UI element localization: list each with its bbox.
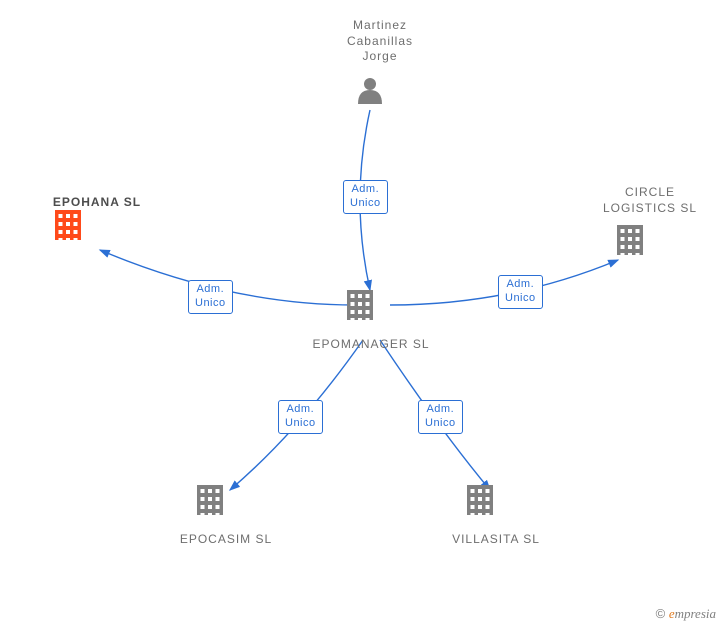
brand-rest: mpresia: [675, 606, 716, 621]
node-label-person_top: Martinez Cabanillas Jorge: [340, 18, 420, 65]
copyright-symbol: ©: [656, 606, 666, 621]
edge-label-4: Adm. Unico: [418, 400, 463, 434]
building-icon: [617, 225, 643, 257]
node-label-right: CIRCLE LOGISTICS SL: [590, 185, 710, 216]
node-label-bl: EPOCASIM SL: [166, 532, 286, 548]
footer-attribution: © empresia: [656, 606, 716, 622]
node-label-center: EPOMANAGER SL: [306, 337, 436, 353]
edge-label-1: Adm. Unico: [188, 280, 233, 314]
building-icon: [467, 485, 493, 517]
building-icon: [55, 210, 81, 242]
person-icon: [358, 78, 382, 104]
node-label-left: EPOHANA SL: [42, 195, 152, 211]
edge-label-0: Adm. Unico: [343, 180, 388, 214]
building-icon: [197, 485, 223, 517]
edge-label-2: Adm. Unico: [498, 275, 543, 309]
node-label-br: VILLASITA SL: [436, 532, 556, 548]
diagram-svg: [0, 0, 728, 630]
building-icon: [347, 290, 373, 322]
edge-label-3: Adm. Unico: [278, 400, 323, 434]
